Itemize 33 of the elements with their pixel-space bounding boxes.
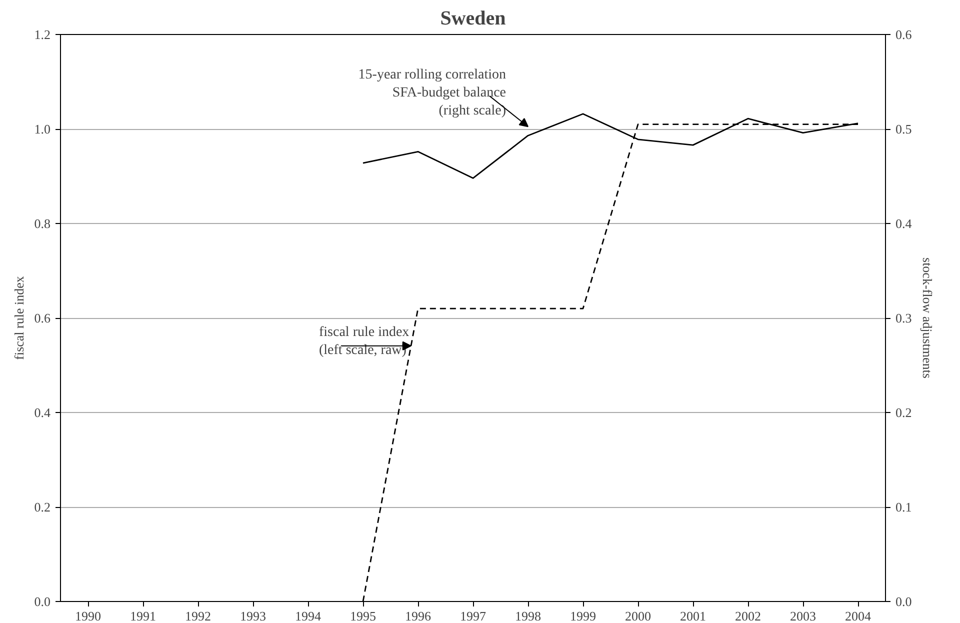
x-tick-label: 2000: [625, 608, 651, 623]
y2-tick-label: 0.5: [896, 122, 912, 136]
y-tick-label: 0.2: [34, 500, 50, 514]
y2-tick-label: 0.4: [896, 216, 912, 231]
y-tick-label: 0.0: [34, 594, 50, 609]
x-tick-label: 1997: [460, 608, 486, 623]
chart-title: Sweden: [440, 8, 506, 30]
x-tick-label: 2001: [680, 608, 706, 623]
y-axis-title: fiscal rule index: [11, 276, 26, 360]
y-tick-label: 1.0: [34, 122, 50, 136]
x-tick-label: 2004: [845, 608, 872, 623]
x-tick-label: 1990: [75, 608, 101, 623]
y2-axis-title: stock-flow adjustments: [920, 258, 935, 378]
x-tick-label: 1999: [570, 608, 596, 623]
x-tick-label: 1994: [295, 608, 322, 623]
y-tick-label: 0.8: [34, 216, 50, 231]
x-tick-label: 1995: [350, 608, 376, 623]
y2-tick-label: 0.2: [896, 405, 912, 420]
x-tick-label: 1993: [240, 608, 266, 623]
x-tick-label: 1998: [515, 608, 541, 623]
x-tick-label: 1996: [405, 608, 432, 623]
y2-tick-label: 0.6: [896, 27, 912, 42]
x-tick-label: 1991: [130, 608, 156, 623]
y-tick-label: 1.2: [34, 27, 50, 42]
x-tick-label: 2002: [735, 608, 761, 623]
y2-tick-label: 0.1: [896, 500, 912, 514]
y2-tick-label: 0.3: [896, 310, 912, 326]
y2-tick-label: 0.0: [896, 594, 912, 609]
annotation: 15-year rolling correlation SFA-budget balance (right scale): [358, 68, 506, 119]
x-tick-label: 1992: [185, 608, 211, 623]
y-tick-label: 0.6: [34, 310, 51, 326]
y-tick-label: 0.4: [34, 405, 51, 420]
x-tick-label: 2003: [790, 608, 816, 623]
